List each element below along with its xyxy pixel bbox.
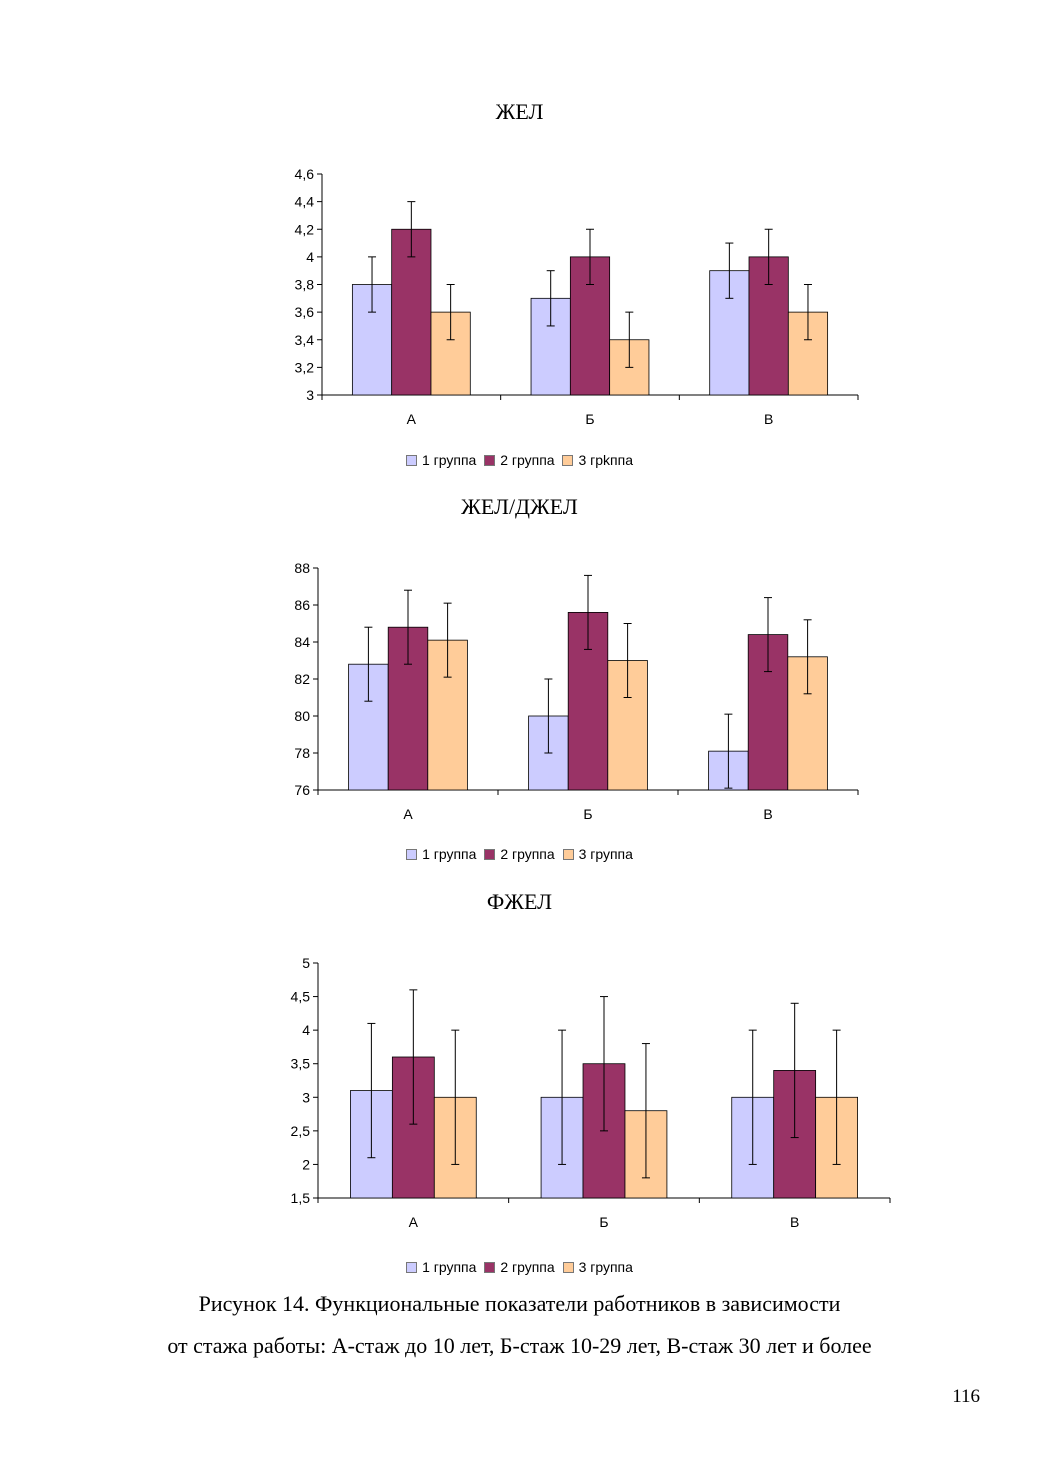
y-tick-label: 3,6: [295, 304, 315, 320]
y-tick-label: 5: [302, 955, 310, 971]
x-tick-label: В: [763, 806, 772, 822]
legend-label: 2 группа: [500, 1259, 555, 1275]
x-tick-label: В: [790, 1214, 799, 1230]
y-tick-label: 88: [294, 560, 310, 576]
legend-label: 3 группа: [578, 846, 633, 862]
figure-caption-line-2: от стажа работы: А-стаж до 10 лет, Б-ста…: [167, 1333, 872, 1358]
legend-swatch: [562, 454, 574, 466]
y-tick-label: 3: [306, 387, 314, 403]
legend-label: 1 группа: [421, 452, 477, 468]
bar-chart: 76 78 80 82 84 86 88 А Б В: [294, 560, 859, 822]
legend-item: 3 грkппа: [562, 452, 633, 468]
legend-swatch: [562, 1261, 574, 1273]
legend-swatch: [406, 848, 418, 860]
y-tick-label: 4,5: [291, 989, 311, 1005]
legend-swatch: [405, 454, 417, 466]
x-tick-label: Б: [585, 411, 594, 427]
chart-legend: 1 группа 2 группа 3 группа: [0, 1259, 1039, 1276]
y-tick-label: 2,5: [291, 1123, 311, 1139]
bar-chart: 3 3,2 3,4 3,6 3,8 4 4,2 4,4 4,6 А Б В: [295, 166, 859, 427]
legend-label: 3 грkппа: [578, 452, 634, 468]
chart-title: ЖЕЛ: [495, 99, 544, 124]
bar: [567, 612, 609, 791]
legend-swatch: [484, 454, 496, 466]
y-tick-label: 4,4: [295, 194, 315, 210]
y-tick-label: 86: [294, 597, 310, 613]
legend-swatch: [484, 848, 496, 860]
legend-item: 2 группа: [484, 1259, 555, 1275]
y-tick-label: 82: [294, 671, 310, 687]
y-tick-label: 3,4: [295, 332, 315, 348]
legend-label: 1 группа: [422, 846, 477, 862]
legend-swatch: [562, 848, 574, 860]
y-tick-label: 78: [294, 745, 310, 761]
y-tick-label: 1,5: [291, 1190, 311, 1206]
legend-label: 2 группа: [500, 846, 555, 862]
y-tick-label: 2: [302, 1156, 310, 1172]
legend-swatch: [484, 1261, 496, 1273]
legend-item: 2 группа: [484, 846, 555, 862]
y-tick-label: 4: [306, 249, 314, 265]
y-tick-label: 84: [294, 634, 310, 650]
legend-item: 1 группа: [405, 452, 477, 468]
figure-caption-line-1: Рисунок 14. Функциональные показатели ра…: [198, 1291, 841, 1316]
y-tick-label: 4,2: [295, 221, 315, 237]
page-number: 116: [952, 1386, 980, 1407]
chart-title: ЖЕЛ/ДЖЕЛ: [461, 494, 578, 519]
legend-item: 1 группа: [406, 1259, 476, 1275]
x-tick-label: Б: [599, 1214, 608, 1230]
bar-chart: 1,5 2 2,5 3 3,5 4 4,5 5 А Б В: [291, 955, 891, 1230]
x-tick-label: А: [409, 1214, 419, 1230]
x-tick-label: А: [407, 411, 417, 427]
legend-item: 3 группа: [562, 1259, 633, 1275]
chart-legend: 1 группа 2 группа 3 грkппа: [0, 452, 1039, 469]
legend-item: 3 группа: [562, 846, 633, 862]
chart-title: ФЖЕЛ: [486, 889, 553, 914]
y-tick-label: 4: [302, 1022, 310, 1038]
y-tick-label: 76: [294, 782, 310, 798]
y-tick-label: 3,5: [291, 1056, 311, 1072]
chart-legend: 1 группа 2 группа 3 группа: [0, 846, 1039, 863]
legend-item: 1 группа: [406, 846, 476, 862]
y-tick-label: 3,8: [295, 277, 315, 293]
legend-swatch: [406, 1261, 418, 1273]
y-tick-label: 3: [302, 1089, 310, 1105]
legend-label: 1 группа: [422, 1259, 477, 1275]
legend-label: 3 группа: [578, 1259, 633, 1275]
legend-label: 2 группа: [500, 452, 555, 468]
x-tick-label: А: [403, 806, 413, 822]
y-tick-label: 3,2: [295, 359, 315, 375]
y-tick-label: 4,6: [295, 166, 315, 182]
x-tick-label: В: [764, 411, 773, 427]
legend-item: 2 группа: [484, 452, 555, 468]
x-tick-label: Б: [583, 806, 592, 822]
y-tick-label: 80: [294, 708, 310, 724]
